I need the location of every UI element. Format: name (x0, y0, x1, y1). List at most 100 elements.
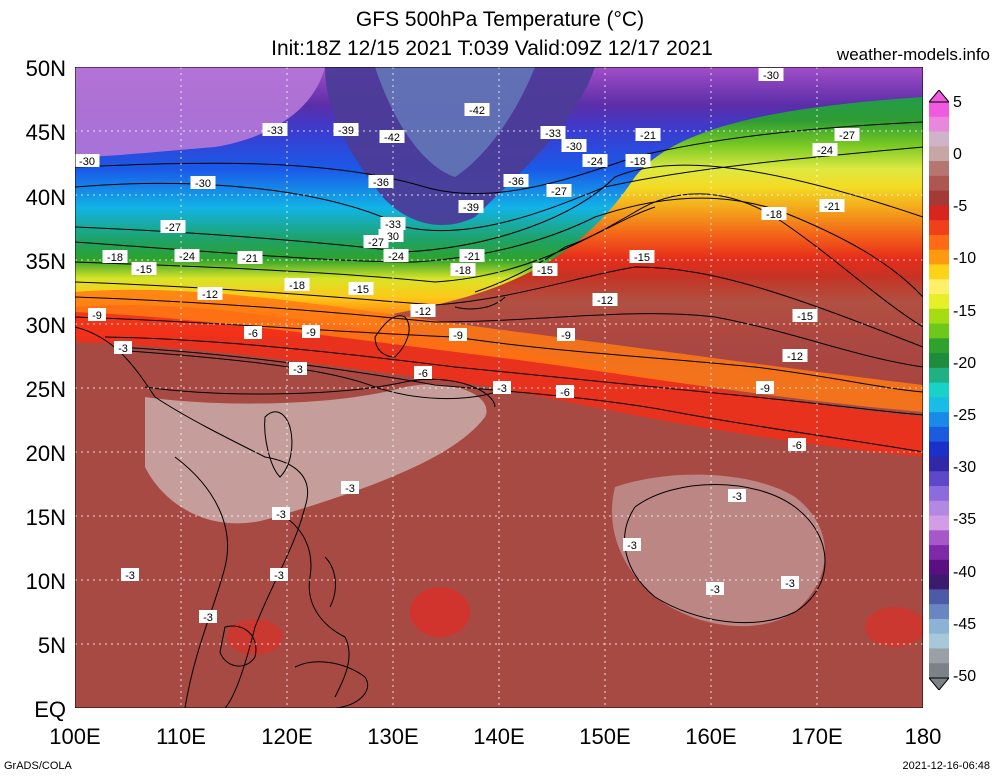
site-link[interactable]: weather-models.info (836, 45, 990, 64)
contour-label-text: -9 (453, 330, 463, 342)
lat-label-35n: 35N (25, 249, 66, 274)
colorbar-cell (929, 382, 949, 398)
contour-label-text: -36 (508, 176, 524, 188)
colorbar-label-m40: -40 (953, 564, 977, 581)
contour-label: -3 (623, 538, 641, 552)
contour-label: -9 (302, 325, 320, 339)
colorbar-cell (929, 146, 949, 162)
contour-label: -12 (410, 304, 436, 318)
colorbar-min-arrow (929, 677, 949, 690)
lon-label-100e: 100E (49, 724, 101, 749)
contour-label-text: -42 (469, 105, 485, 117)
contour-label: -9 (756, 381, 774, 395)
colorbar-cell (929, 190, 949, 206)
lon-label-160e: 160E (685, 724, 737, 749)
contour-label: -12 (197, 287, 223, 301)
contour-label-text: -18 (630, 156, 646, 168)
contour-label: -3 (114, 341, 132, 355)
colorbar-cell (929, 367, 949, 384)
colorbar-label-m25: -25 (953, 407, 977, 424)
contour-label: -27 (160, 220, 186, 234)
colorbar-cell (929, 530, 949, 546)
colorbar-cell (929, 175, 949, 192)
colorbar-cell (929, 589, 949, 605)
contour-label: -18 (625, 154, 651, 168)
colorbar-label-m35: -35 (953, 511, 977, 528)
colorbar-max-arrow (929, 90, 949, 103)
colorbar-cell (929, 249, 949, 265)
colorbar-cell (929, 161, 949, 177)
contour-label-text: -6 (792, 440, 802, 452)
contour-label: -3 (270, 568, 288, 582)
colorbar-cell (929, 633, 949, 649)
contour-label: -9 (88, 308, 106, 322)
colorbar-cell (929, 131, 949, 147)
contour-label-text: -15 (537, 265, 553, 277)
contour-label: -30 (75, 154, 100, 168)
contour-label: -3 (493, 381, 511, 395)
contour-label-text: -3 (710, 584, 720, 596)
contour-label-text: -21 (242, 253, 258, 265)
colorbar-cell (929, 604, 949, 620)
contour-label-text: -9 (306, 327, 316, 339)
lat-label-50n: 50N (25, 56, 66, 81)
contour-label-text: -6 (248, 328, 258, 340)
contour-label-text: -12 (787, 351, 803, 363)
contour-label: -6 (556, 385, 574, 399)
lat-label-5n: 5N (37, 633, 66, 658)
contour-label-text: -33 (545, 128, 561, 140)
contour-label: -15 (629, 250, 655, 264)
contour-label-text: -15 (353, 284, 369, 296)
contour-label: -27 (834, 128, 860, 142)
contour-label-text: -27 (368, 237, 384, 249)
contour-label: -12 (782, 349, 808, 363)
contour-label: -3 (121, 568, 139, 582)
contour-label-text: -24 (388, 251, 404, 263)
colorbar-cell (929, 515, 949, 531)
contour-label-text: -3 (785, 578, 795, 590)
colorbar-label-m5: -5 (953, 198, 968, 215)
lat-label-45n: 45N (25, 120, 66, 145)
contour-label: -24 (174, 249, 200, 263)
contour-label-text: -18 (766, 209, 782, 221)
contour-label: -3 (781, 576, 799, 590)
map-subtitle: Init:18Z 12/15 2021 T:039 Valid:09Z 12/1… (271, 37, 713, 60)
contour-label-text: -27 (839, 130, 855, 142)
colorbar-cell (929, 412, 949, 428)
colorbar-cell (929, 648, 949, 664)
colorbar-cell (929, 234, 949, 251)
colorbar-label-m10: -10 (953, 250, 977, 267)
contour-label: -3 (728, 489, 746, 503)
contour-label: -30 (758, 68, 784, 82)
colorbar (929, 90, 949, 690)
colorbar-cell (929, 353, 949, 369)
colorbar-cell (929, 308, 949, 325)
lat-label-15n: 15N (25, 505, 66, 530)
contour-label: -21 (819, 199, 845, 213)
credit-text: GrADS/COLA (4, 760, 72, 772)
map-svg: -30 -33 -39 -42 -42 -33 -30 -21 -27 -24 -30 -30 -36 -… (75, 67, 923, 708)
contour-labels: -30 -33 -39 -42 -42 -33 -30 -21 -27 -24 -30 -30 -36 -… (75, 68, 860, 624)
colorbar-cell (929, 338, 949, 354)
contour-label: -3 (272, 507, 290, 521)
contour-label: -15 (532, 263, 558, 277)
contour-label-text: -30 (763, 70, 779, 82)
contour-label-text: -30 (195, 178, 211, 190)
contour-label-text: -18 (289, 280, 305, 292)
temperature-map: -30 -33 -39 -42 -42 -33 -30 -21 -27 -24 -30 -30 -36 -… (75, 67, 923, 708)
contour-label: -9 (449, 328, 467, 342)
colorbar-label-m20: -20 (953, 355, 977, 372)
lon-label-120e: 120E (261, 724, 313, 749)
contour-label: -18 (284, 278, 310, 292)
contour-label: -33 (262, 123, 288, 137)
contour-label-text: -15 (136, 264, 152, 276)
contour-label: -42 (379, 130, 405, 144)
contour-label: -30 (561, 139, 587, 153)
contour-label: -24 (812, 143, 838, 157)
contour-label-text: -27 (165, 222, 181, 234)
contour-label-text: -3 (627, 540, 637, 552)
contour-label-text: -12 (415, 306, 431, 318)
contour-label: -21 (459, 249, 485, 263)
contour-label-text: -3 (276, 509, 286, 521)
colorbar-cell (929, 205, 949, 221)
